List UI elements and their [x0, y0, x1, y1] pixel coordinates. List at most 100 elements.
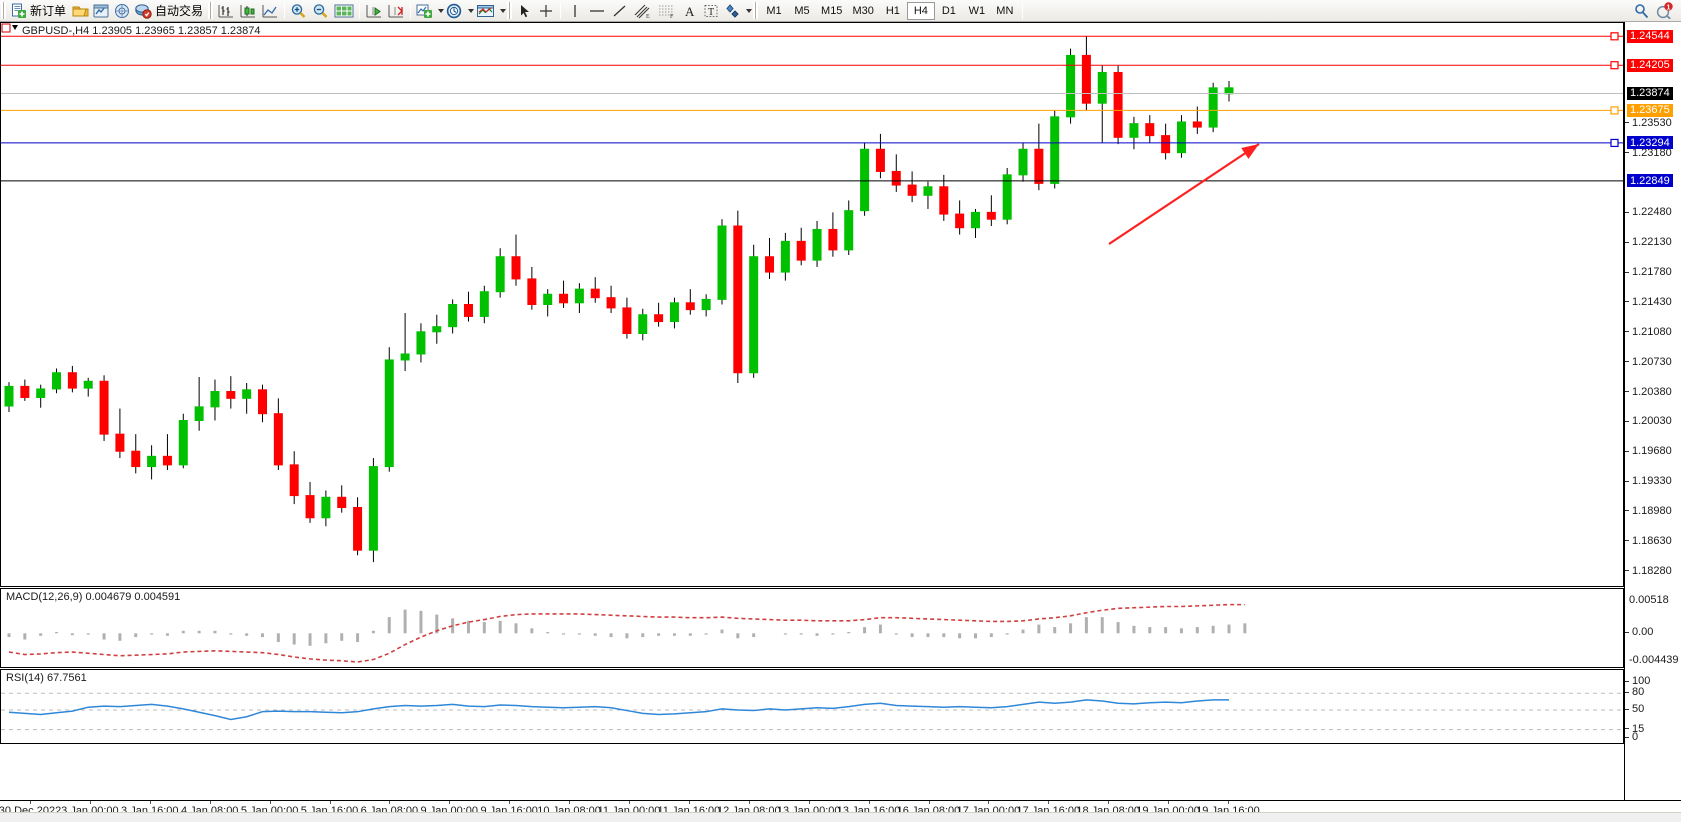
time-tick: [1048, 801, 1050, 804]
rsi-tick-100: 100: [1625, 675, 1681, 687]
svg-text:E: E: [646, 14, 650, 19]
svg-text:T: T: [708, 7, 714, 18]
tab-timeframe-m5[interactable]: M5: [794, 4, 810, 17]
rsi-tick-0: 0: [1625, 731, 1681, 743]
macd-tick-2: -0.004439: [1629, 654, 1679, 666]
shapes-icon[interactable]: [722, 1, 744, 21]
zoom-in-icon[interactable]: [288, 1, 310, 21]
time-tick: [928, 801, 930, 804]
autotrading-icon[interactable]: [133, 1, 154, 21]
search-icon[interactable]: [1631, 1, 1653, 21]
toolbar-grip-2[interactable]: [208, 2, 214, 19]
level-badge-124205: 1.24205: [1627, 58, 1673, 72]
text-box-icon[interactable]: T: [700, 1, 722, 21]
fibonacci-icon[interactable]: F: [655, 1, 679, 21]
tab-timeframe-h1[interactable]: H1: [885, 4, 900, 17]
time-tick: [389, 801, 391, 804]
rsi-tick-15: 15: [1625, 723, 1681, 735]
time-tick: [1168, 801, 1170, 804]
navigator-icon[interactable]: [112, 1, 133, 21]
tile-windows-icon[interactable]: [332, 1, 356, 21]
time-tick: [329, 801, 331, 804]
price-scale[interactable]: 1.23530 1.23180 1.22480 1.22130 1.21780 1.214…: [1624, 22, 1681, 800]
alerts-icon[interactable]: 1: [1653, 1, 1677, 21]
time-tick: [149, 801, 151, 804]
tab-timeframe-m1[interactable]: M1: [766, 4, 782, 17]
tab-timeframe-d1[interactable]: D1: [941, 4, 956, 17]
zoom-out-icon[interactable]: [310, 1, 332, 21]
price-tick-122480: 1.22480: [1625, 206, 1681, 218]
rsi-tick-80: 80: [1625, 686, 1681, 698]
time-tick: [748, 801, 750, 804]
price-tick-121780: 1.21780: [1625, 266, 1681, 278]
price-chart-panel[interactable]: GBPUSD-,H4 1.23905 1.23965 1.23857 1.238…: [0, 22, 1624, 587]
level-badge-124544: 1.24544: [1627, 29, 1673, 43]
macd-indicator-panel[interactable]: MACD(12,26,9) 0.004679 0.004591: [0, 588, 1624, 668]
time-tick: [269, 801, 271, 804]
time-tick: [209, 801, 211, 804]
toolbar-grip-4[interactable]: [753, 2, 759, 19]
macd-tick-1: 0.00: [1625, 626, 1681, 638]
time-tick: [449, 801, 451, 804]
cursor-icon[interactable]: [514, 1, 535, 21]
svg-text:F: F: [670, 14, 674, 19]
toolbar-grip[interactable]: [1, 2, 6, 19]
equidistant-channel-icon[interactable]: E: [631, 1, 655, 21]
rsi-label: RSI(14) 67.7561: [6, 672, 87, 684]
shapes-dropdown-icon[interactable]: [746, 8, 753, 13]
price-tick-118280: 1.18280: [1625, 565, 1681, 577]
toolbar-grip-3[interactable]: [507, 2, 513, 19]
trend-arrow-annotation[interactable]: [1, 23, 1623, 586]
candlestick-chart-icon[interactable]: [237, 1, 259, 21]
time-tick: [89, 801, 91, 804]
tab-timeframe-w1[interactable]: W1: [968, 4, 986, 17]
macd-label: MACD(12,26,9) 0.004679 0.004591: [6, 591, 181, 603]
time-tick: [569, 801, 571, 804]
tab-timeframe-m30[interactable]: M30: [852, 4, 874, 17]
autotrading-label[interactable]: 自动交易: [155, 4, 204, 18]
vline-icon[interactable]: [564, 1, 585, 21]
toolbar-separator-2: [359, 2, 361, 19]
add-indicator-icon[interactable]: [414, 1, 436, 21]
trendline-icon[interactable]: [609, 1, 631, 21]
folder-icon[interactable]: [70, 1, 91, 21]
price-tick-119330: 1.19330: [1625, 475, 1681, 487]
add-indicator-dropdown-icon[interactable]: [438, 8, 445, 13]
hline-icon[interactable]: [585, 1, 609, 21]
text-label-icon[interactable]: A: [679, 1, 700, 21]
macd-plot-layer: [7, 603, 1247, 663]
tab-timeframe-mn[interactable]: MN: [996, 4, 1014, 17]
time-tick: [688, 801, 690, 804]
time-tick: [1228, 801, 1229, 804]
rsi-indicator-panel[interactable]: RSI(14) 67.7561: [0, 669, 1624, 744]
period-dropdown-icon[interactable]: [468, 8, 475, 13]
shift-end-icon[interactable]: [385, 1, 407, 21]
price-tick-122130: 1.22130: [1625, 236, 1681, 248]
time-tick: [808, 801, 810, 804]
price-levels-layer[interactable]: [1, 23, 1623, 586]
tab-timeframe-h4[interactable]: H4: [906, 1, 935, 20]
templates-icon[interactable]: [474, 1, 498, 21]
new-order-label[interactable]: 新订单: [30, 4, 67, 18]
time-tick: [1108, 801, 1110, 804]
price-tick-119680: 1.19680: [1625, 445, 1681, 457]
last-price-badge: 1.23874: [1627, 86, 1673, 100]
crosshair-icon[interactable]: [535, 1, 557, 21]
svg-text:1: 1: [1667, 4, 1671, 11]
chart-symbol-label: GBPUSD-,H4 1.23905 1.23965 1.23857 1.238…: [22, 25, 261, 37]
price-tick-120030: 1.20030: [1625, 415, 1681, 427]
period-clock-icon[interactable]: [444, 1, 466, 21]
data-window-icon[interactable]: [91, 1, 112, 21]
macd-tick-0: 0.00518: [1629, 594, 1669, 606]
new-order-icon[interactable]: [8, 1, 29, 21]
templates-dropdown-icon[interactable]: [500, 8, 507, 13]
main-toolbar: 新订单 自动交易: [0, 0, 1681, 22]
price-tick-118630: 1.18630: [1625, 535, 1681, 547]
bar-chart-icon[interactable]: [215, 1, 237, 21]
shift-start-icon[interactable]: [363, 1, 385, 21]
price-tick-121430: 1.21430: [1625, 296, 1681, 308]
tab-timeframe-m15[interactable]: M15: [821, 4, 843, 17]
line-chart-icon[interactable]: [259, 1, 281, 21]
price-tick-123530: 1.23530: [1625, 117, 1681, 129]
horizontal-scrollbar[interactable]: [0, 812, 1681, 822]
